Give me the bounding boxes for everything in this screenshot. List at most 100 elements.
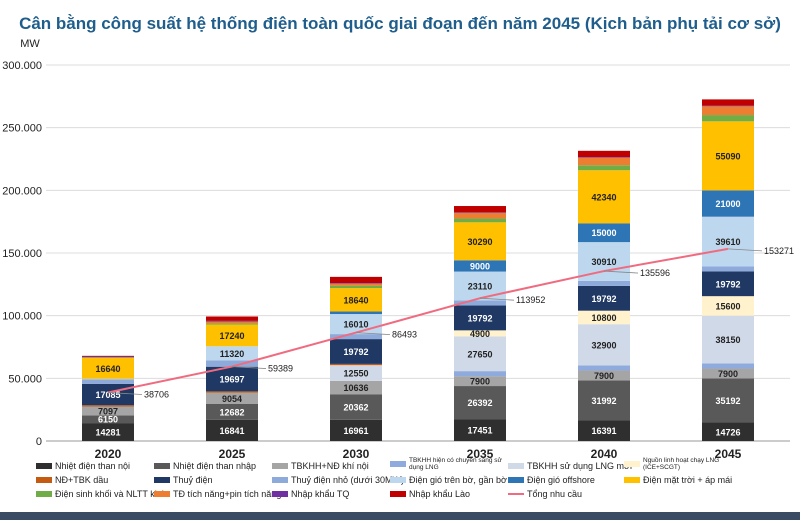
bar-segment <box>206 392 258 404</box>
bar-segment <box>82 423 134 441</box>
bar-segment <box>206 360 258 367</box>
chart-title: Cân bằng công suất hệ thống điện toàn qu… <box>19 14 781 33</box>
line-data-label: 153271 <box>764 246 794 256</box>
legend-swatch <box>36 476 52 483</box>
bar-segment <box>702 99 754 106</box>
bar-segment <box>702 266 754 272</box>
line-label-leader <box>603 270 639 274</box>
bar-data-label: 7097 <box>98 406 118 416</box>
legend-label: Nhiệt điện than nhập <box>173 460 257 471</box>
bar-segment <box>454 376 506 387</box>
legend-swatch <box>154 462 170 469</box>
x-tick-label: 2025 <box>219 447 246 460</box>
legend-label: Nhiệt điện than nội <box>55 460 131 471</box>
chart-plot-area: MW 0 50.000 100.000 150.000 200.000 250.000 300… <box>2 38 794 460</box>
bar-data-label: 31992 <box>591 396 616 406</box>
bar-segment <box>330 285 382 289</box>
legend-item: Điện mặt trời + áp mái <box>624 473 732 486</box>
bar-data-label: 16391 <box>591 426 616 436</box>
bar-segment <box>702 296 754 316</box>
bar-segment <box>578 157 630 166</box>
bar-data-label: 19697 <box>219 375 244 385</box>
line-data-label: 113952 <box>516 295 545 305</box>
bar-segment <box>702 115 754 122</box>
bar-segment <box>578 370 630 381</box>
bar-data-label: 9000 <box>470 261 490 271</box>
y-tick-label: 150.000 <box>2 248 42 260</box>
legend-swatch <box>624 476 640 483</box>
bar-data-label: 10636 <box>343 383 368 393</box>
bar-segment <box>330 365 382 381</box>
bar-segment <box>82 357 134 358</box>
legend-item: Nguồn linh hoạt chạy LNG (ICE+SCGT) <box>624 456 738 472</box>
legend-item: TBKHH hiện có chuyển sang sử dụng LNG <box>390 456 504 472</box>
legend-item: Thuỷ điện <box>154 473 213 486</box>
legend-label: TĐ tích năng+pin tích năng <box>173 488 282 499</box>
bar-data-label: 20362 <box>343 402 368 412</box>
legend-swatch <box>624 461 640 467</box>
x-tick-label: 2040 <box>591 447 618 460</box>
bar-data-label: 30290 <box>467 237 492 247</box>
bar-segment <box>330 380 382 395</box>
line-label-leader <box>479 297 515 301</box>
y-axis-unit-label: MW <box>20 38 40 50</box>
bar-segment <box>454 330 506 337</box>
bar-segment <box>82 356 134 358</box>
bar-segment <box>82 355 134 357</box>
bar-data-label: 19792 <box>467 313 492 323</box>
bar-segment <box>82 379 134 384</box>
bar-segment <box>206 346 258 361</box>
legend-swatch <box>508 476 524 483</box>
bar-data-label: 10800 <box>591 313 616 323</box>
bar-segment <box>454 212 506 213</box>
bar-segment <box>454 212 506 219</box>
legend-label: TBKHH sử dụng LNG mới <box>527 460 632 471</box>
legend-item: Thuỷ điện nhỏ (dưới 30MW) <box>272 473 404 486</box>
bar-data-label: 19792 <box>591 294 616 304</box>
bar-data-label: 15000 <box>591 228 616 238</box>
legend-swatch <box>154 476 170 483</box>
bar-data-label: 55090 <box>715 151 740 161</box>
legend-item: Nhiệt điện than nhập <box>154 459 256 472</box>
legend-label: Điện mặt trời + áp mái <box>643 474 733 485</box>
bar-data-label: 16010 <box>343 320 368 330</box>
x-tick-label: 2030 <box>343 447 370 460</box>
bar-data-label: 42340 <box>591 192 616 202</box>
bar-segment <box>330 311 382 315</box>
bar-segment <box>82 378 134 380</box>
bar-segment <box>206 321 258 324</box>
line-data-label: 86493 <box>392 330 417 340</box>
line-data-label: 38706 <box>144 389 169 399</box>
legend-item: NĐ+TBK dầu <box>36 473 108 486</box>
bar-data-label: 11320 <box>220 349 245 359</box>
x-tick-label: 2035 <box>467 447 494 460</box>
bar-data-label: 12550 <box>343 369 368 379</box>
legend-swatch <box>272 476 288 483</box>
legend-item: Điện gió offshore <box>508 473 595 486</box>
bar-segment <box>578 157 630 158</box>
bar-data-label: 39610 <box>715 237 740 247</box>
legend-item: Nhiệt điện than nội <box>36 459 130 472</box>
line-data-label: 59389 <box>268 364 293 374</box>
legend-item: Điện sinh khối và NLTT khác <box>36 487 169 500</box>
bar-data-label: 7900 <box>594 371 614 381</box>
bar-segment <box>702 106 754 116</box>
bar-segment <box>454 305 506 331</box>
bar-segment <box>578 365 630 371</box>
bar-segment <box>330 363 382 366</box>
bar-data-label: 6150 <box>98 415 118 425</box>
bar-data-label: 9054 <box>222 394 242 404</box>
bar-segment <box>454 300 506 306</box>
legend-item: TBKHH sử dụng LNG mới <box>508 459 632 472</box>
legend-swatch <box>36 462 52 469</box>
bar-segment <box>578 280 630 286</box>
legend-swatch <box>390 476 406 483</box>
bar-data-label: 35192 <box>715 396 740 406</box>
bar-data-label: 16640 <box>95 364 120 374</box>
legend-swatch <box>272 462 288 469</box>
bar-data-label: 17085 <box>95 390 120 400</box>
demand-line <box>107 247 729 394</box>
legend-label: Nguồn linh hoạt chạy LNG (ICE+SCGT) <box>643 457 720 471</box>
footer-band <box>0 512 800 520</box>
bar-data-label: 19792 <box>343 347 368 357</box>
